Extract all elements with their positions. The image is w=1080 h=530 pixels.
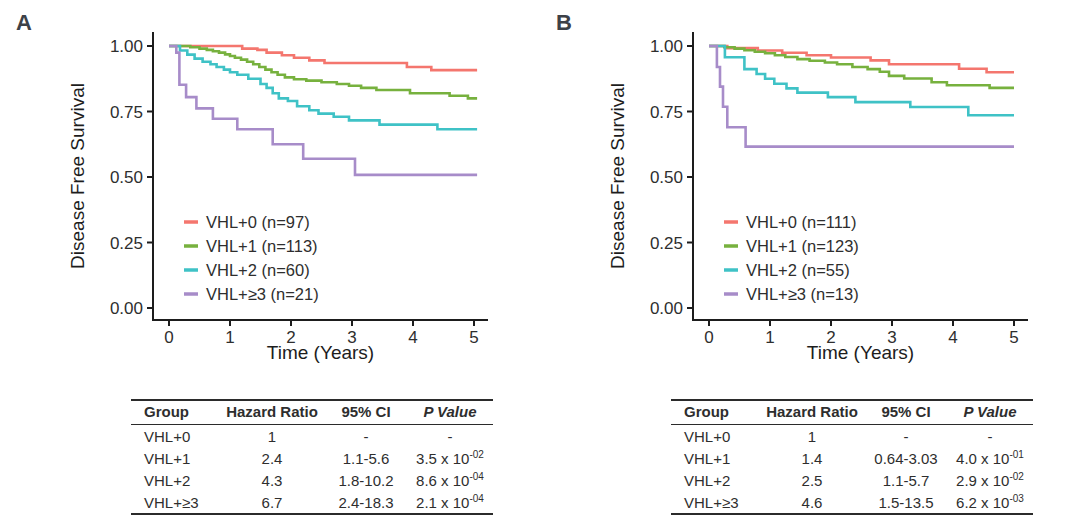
- p-value-exponent: -04: [469, 471, 483, 482]
- x-axis-title: Time (Years): [807, 342, 914, 363]
- y-tick-label: 0.00: [110, 299, 143, 318]
- table-row: VHL+22.51.1-5.72.9 x 10-02: [671, 469, 1033, 491]
- km-plot-b: 0123451.000.750.500.250.00Time (Years)Di…: [540, 0, 1080, 395]
- x-tick-label: 5: [469, 328, 478, 347]
- table-cell: 4.6: [759, 491, 865, 514]
- y-tick-label: 0.25: [110, 234, 143, 253]
- p-value-exponent: -02: [469, 449, 483, 460]
- column-header: Group: [131, 400, 219, 425]
- legend-label-VHL+1: VHL+1 (n=123): [746, 237, 859, 255]
- table-row: VHL+11.40.64-3.034.0 x 10-01: [671, 447, 1033, 469]
- legend-label-VHL+≥3: VHL+≥3 (n=21): [206, 285, 319, 303]
- table-cell: VHL+0: [131, 425, 219, 448]
- legend-label-VHL+0: VHL+0 (n=97): [206, 213, 310, 231]
- table-header-row: GroupHazard Ratio95% CIP Value: [671, 400, 1033, 425]
- p-value-cell: -: [947, 425, 1033, 448]
- y-tick-label: 0.75: [650, 103, 683, 122]
- y-axis-title: Disease Free Survival: [607, 83, 628, 269]
- y-tick-label: 1.00: [650, 37, 683, 56]
- hazard-ratio-table-b: GroupHazard Ratio95% CIP ValueVHL+01--VH…: [671, 399, 1033, 515]
- table-row: VHL+01--: [671, 425, 1033, 448]
- table-cell: 1.1-5.6: [325, 447, 407, 469]
- column-header: Hazard Ratio: [219, 400, 325, 425]
- table-row: VHL+12.41.1-5.63.5 x 10-02: [131, 447, 493, 469]
- column-header: Group: [671, 400, 759, 425]
- x-tick-label: 1: [765, 328, 774, 347]
- p-value-exponent: -02: [1009, 471, 1023, 482]
- legend-label-VHL+1: VHL+1 (n=113): [206, 237, 318, 255]
- km-curve-VHL+≥3: [709, 46, 1014, 147]
- p-value-cell: 8.6 x 10-04: [407, 469, 493, 491]
- column-header: 95% CI: [325, 400, 407, 425]
- table-cell: 1.5-13.5: [865, 491, 947, 514]
- legend-label-VHL+2: VHL+2 (n=60): [206, 261, 310, 279]
- table-cell: 2.4: [219, 447, 325, 469]
- x-tick-label: 0: [704, 328, 713, 347]
- legend-label-VHL+0: VHL+0 (n=111): [746, 213, 856, 231]
- table-cell: VHL+2: [671, 469, 759, 491]
- y-tick-label: 0.00: [650, 299, 683, 318]
- table-cell: 4.3: [219, 469, 325, 491]
- table-cell: VHL+1: [131, 447, 219, 469]
- x-tick-label: 4: [948, 328, 957, 347]
- table-cell: 1: [759, 425, 865, 448]
- legend-label-VHL+≥3: VHL+≥3 (n=13): [746, 285, 859, 303]
- y-tick-label: 0.25: [650, 234, 683, 253]
- table-row: VHL+01--: [131, 425, 493, 448]
- table-row: VHL+≥34.61.5-13.56.2 x 10-03: [671, 491, 1033, 514]
- x-tick-label: 1: [225, 328, 234, 347]
- y-tick-label: 0.75: [110, 103, 143, 122]
- table-cell: VHL+≥3: [131, 491, 219, 514]
- panel-a: A 0123451.000.750.500.250.00Time (Years)…: [0, 0, 540, 530]
- x-tick-label: 4: [408, 328, 417, 347]
- p-value-cell: 2.1 x 10-04: [407, 491, 493, 514]
- x-tick-label: 5: [1009, 328, 1018, 347]
- table-cell: -: [865, 425, 947, 448]
- p-value-exponent: -03: [1009, 493, 1023, 504]
- p-value-cell: 2.9 x 10-02: [947, 469, 1033, 491]
- y-tick-label: 0.50: [650, 168, 683, 187]
- column-header: P Value: [947, 400, 1033, 425]
- table-cell: 0.64-3.03: [865, 447, 947, 469]
- table-cell: VHL+1: [671, 447, 759, 469]
- km-figure: A 0123451.000.750.500.250.00Time (Years)…: [0, 0, 1080, 530]
- legend-label-VHL+2: VHL+2 (n=55): [746, 261, 850, 279]
- km-curve-VHL+2: [169, 46, 477, 129]
- y-tick-label: 0.50: [110, 168, 143, 187]
- p-value-cell: 6.2 x 10-03: [947, 491, 1033, 514]
- table-cell: 2.5: [759, 469, 865, 491]
- km-plot-a: 0123451.000.750.500.250.00Time (Years)Di…: [0, 0, 540, 395]
- table-cell: 1: [219, 425, 325, 448]
- km-curve-VHL+1: [709, 46, 1014, 88]
- table-cell: VHL+2: [131, 469, 219, 491]
- table-cell: 6.7: [219, 491, 325, 514]
- column-header: P Value: [407, 400, 493, 425]
- table-cell: 1.8-10.2: [325, 469, 407, 491]
- axes: [693, 32, 1028, 320]
- table-header-row: GroupHazard Ratio95% CIP Value: [131, 400, 493, 425]
- table-cell: VHL+0: [671, 425, 759, 448]
- p-value-exponent: -01: [1009, 449, 1023, 460]
- km-curve-VHL+0: [169, 46, 477, 70]
- p-value-cell: 4.0 x 10-01: [947, 447, 1033, 469]
- p-value-cell: -: [407, 425, 493, 448]
- y-axis-title: Disease Free Survival: [67, 83, 88, 269]
- hazard-ratio-table-a: GroupHazard Ratio95% CIP ValueVHL+01--VH…: [131, 399, 493, 515]
- column-header: Hazard Ratio: [759, 400, 865, 425]
- table-cell: 1.1-5.7: [865, 469, 947, 491]
- y-tick-label: 1.00: [110, 37, 143, 56]
- table-cell: 1.4: [759, 447, 865, 469]
- table-cell: VHL+≥3: [671, 491, 759, 514]
- p-value-cell: 3.5 x 10-02: [407, 447, 493, 469]
- x-tick-label: 0: [164, 328, 173, 347]
- panel-b: B 0123451.000.750.500.250.00Time (Years)…: [540, 0, 1080, 530]
- x-axis-title: Time (Years): [267, 342, 374, 363]
- table-row: VHL+≥36.72.4-18.32.1 x 10-04: [131, 491, 493, 514]
- table-row: VHL+24.31.8-10.28.6 x 10-04: [131, 469, 493, 491]
- table-cell: -: [325, 425, 407, 448]
- table-cell: 2.4-18.3: [325, 491, 407, 514]
- p-value-exponent: -04: [469, 493, 483, 504]
- km-curve-VHL+1: [169, 46, 477, 98]
- column-header: 95% CI: [865, 400, 947, 425]
